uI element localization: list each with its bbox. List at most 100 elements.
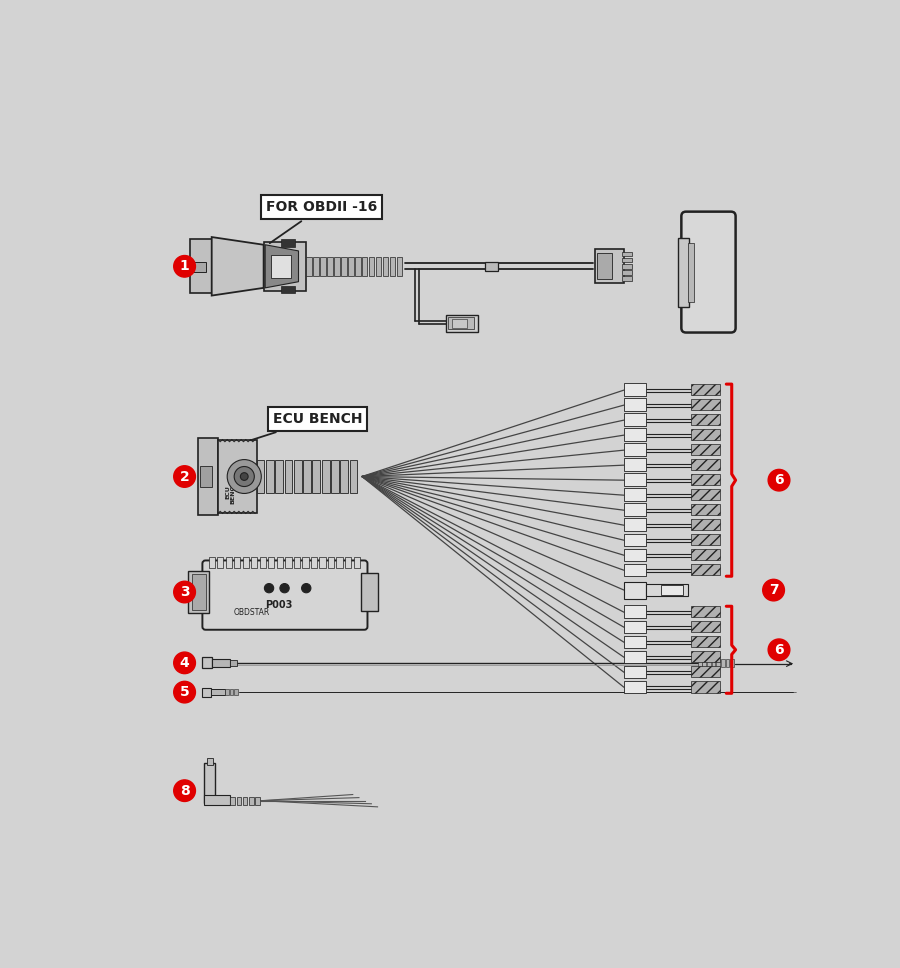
Text: 1: 1: [180, 259, 189, 273]
Bar: [452, 318, 467, 328]
Bar: [690, 459, 720, 470]
Bar: [237, 797, 241, 804]
Bar: [721, 659, 725, 667]
Bar: [362, 257, 367, 276]
Circle shape: [302, 584, 310, 592]
Bar: [255, 797, 260, 804]
Bar: [207, 758, 213, 766]
Bar: [623, 257, 632, 262]
Bar: [349, 460, 357, 494]
Text: ⬡: ⬡: [458, 320, 464, 326]
Circle shape: [174, 466, 195, 487]
Circle shape: [265, 584, 274, 592]
Bar: [328, 558, 334, 568]
Bar: [260, 558, 266, 568]
Bar: [448, 318, 474, 329]
Circle shape: [768, 639, 790, 660]
Bar: [266, 460, 274, 494]
Circle shape: [227, 460, 261, 494]
Bar: [383, 257, 389, 276]
Bar: [192, 574, 205, 610]
Text: 3: 3: [180, 585, 189, 599]
Bar: [624, 636, 645, 649]
Bar: [730, 659, 734, 667]
Bar: [624, 519, 645, 531]
Bar: [234, 558, 240, 568]
Bar: [212, 659, 230, 667]
Bar: [484, 261, 499, 271]
Bar: [243, 558, 249, 568]
Bar: [624, 681, 645, 693]
Bar: [624, 563, 645, 576]
Bar: [345, 558, 351, 568]
Bar: [645, 584, 688, 596]
Polygon shape: [212, 237, 264, 295]
Bar: [202, 657, 212, 668]
Bar: [320, 558, 326, 568]
Text: 6: 6: [774, 473, 784, 487]
Text: 5: 5: [180, 685, 189, 699]
Bar: [690, 399, 720, 410]
Bar: [313, 257, 319, 276]
Bar: [690, 606, 720, 618]
Bar: [277, 558, 283, 568]
Bar: [249, 797, 254, 804]
Bar: [624, 503, 645, 516]
Bar: [341, 257, 346, 276]
Bar: [264, 242, 306, 291]
Bar: [369, 257, 374, 276]
Bar: [226, 558, 232, 568]
Circle shape: [280, 584, 289, 592]
Bar: [690, 429, 720, 440]
Bar: [690, 504, 720, 515]
Bar: [200, 466, 212, 487]
Bar: [624, 666, 645, 679]
Bar: [230, 660, 238, 666]
Bar: [320, 257, 326, 276]
Bar: [268, 558, 274, 568]
Bar: [282, 239, 295, 247]
Bar: [334, 257, 339, 276]
Bar: [310, 558, 317, 568]
Bar: [597, 254, 612, 280]
Bar: [690, 564, 720, 575]
Bar: [204, 763, 215, 803]
Text: ECU
BENCH: ECU BENCH: [225, 480, 236, 504]
Bar: [690, 681, 720, 692]
Bar: [623, 264, 632, 268]
Bar: [690, 489, 720, 500]
Bar: [624, 399, 645, 411]
Bar: [312, 460, 320, 494]
Text: ECU BENCH: ECU BENCH: [251, 411, 363, 440]
Bar: [662, 586, 683, 594]
Bar: [328, 257, 333, 276]
Bar: [302, 558, 309, 568]
Bar: [211, 689, 225, 695]
Bar: [234, 689, 238, 695]
Bar: [690, 384, 720, 395]
Bar: [337, 558, 343, 568]
Bar: [322, 460, 329, 494]
Bar: [198, 438, 218, 515]
Bar: [243, 797, 248, 804]
Text: 6: 6: [774, 643, 784, 656]
Text: 2: 2: [180, 469, 189, 484]
Bar: [624, 620, 645, 633]
Bar: [348, 257, 354, 276]
Text: FOR OBDII -16: FOR OBDII -16: [266, 200, 377, 243]
Bar: [679, 238, 689, 307]
Bar: [624, 533, 645, 546]
Bar: [202, 687, 211, 697]
Bar: [690, 444, 720, 455]
Bar: [624, 383, 645, 396]
Bar: [217, 558, 223, 568]
Bar: [446, 315, 478, 332]
Bar: [284, 460, 292, 494]
Bar: [690, 651, 720, 662]
Bar: [293, 558, 300, 568]
Circle shape: [768, 469, 790, 491]
Circle shape: [174, 256, 195, 277]
Bar: [623, 270, 632, 275]
Bar: [690, 621, 720, 632]
Bar: [623, 252, 632, 257]
